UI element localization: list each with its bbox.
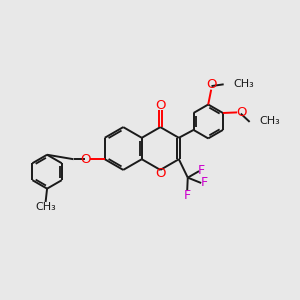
Text: F: F (201, 176, 208, 190)
Text: F: F (198, 164, 205, 177)
Text: O: O (155, 99, 166, 112)
Text: CH₃: CH₃ (35, 202, 56, 212)
Text: O: O (80, 153, 91, 166)
Text: O: O (236, 106, 246, 119)
Text: F: F (184, 189, 191, 202)
Text: CH₃: CH₃ (233, 79, 254, 89)
Text: CH₃: CH₃ (259, 116, 280, 126)
Text: O: O (155, 167, 166, 180)
Text: O: O (206, 78, 217, 92)
